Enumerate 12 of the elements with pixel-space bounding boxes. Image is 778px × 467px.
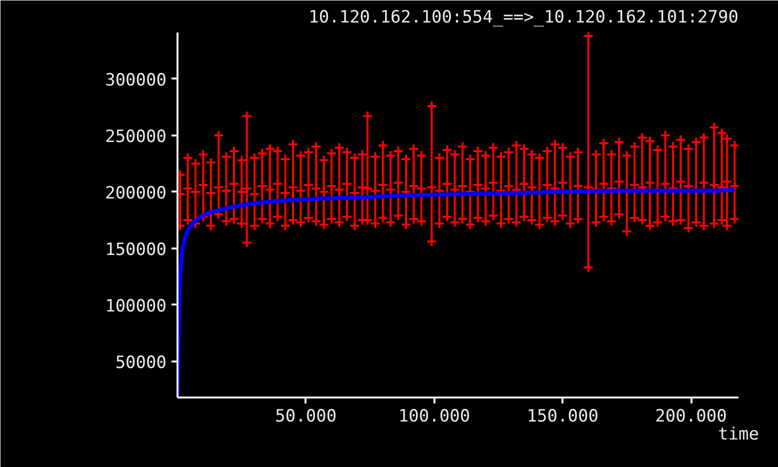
x-tick-label: 200.000 bbox=[655, 406, 727, 426]
x-tick-label: 100.000 bbox=[398, 406, 470, 426]
y-tick-label: 200000 bbox=[105, 183, 167, 204]
x-tick-label: 50.000 bbox=[275, 406, 337, 426]
x-tick-label: 150.000 bbox=[526, 406, 598, 426]
y-tick-label: 300000 bbox=[105, 70, 167, 90]
chart-title: 10.120.162.100:554_==>_10.120.162.101:2790 bbox=[308, 8, 739, 28]
y-tick-label: 250000 bbox=[105, 126, 167, 147]
y-tick-label: 150000 bbox=[105, 240, 167, 260]
y-tick-label: 100000 bbox=[105, 296, 167, 316]
x-axis-title: time bbox=[718, 424, 759, 444]
y-tick-label: 50000 bbox=[115, 352, 167, 373]
